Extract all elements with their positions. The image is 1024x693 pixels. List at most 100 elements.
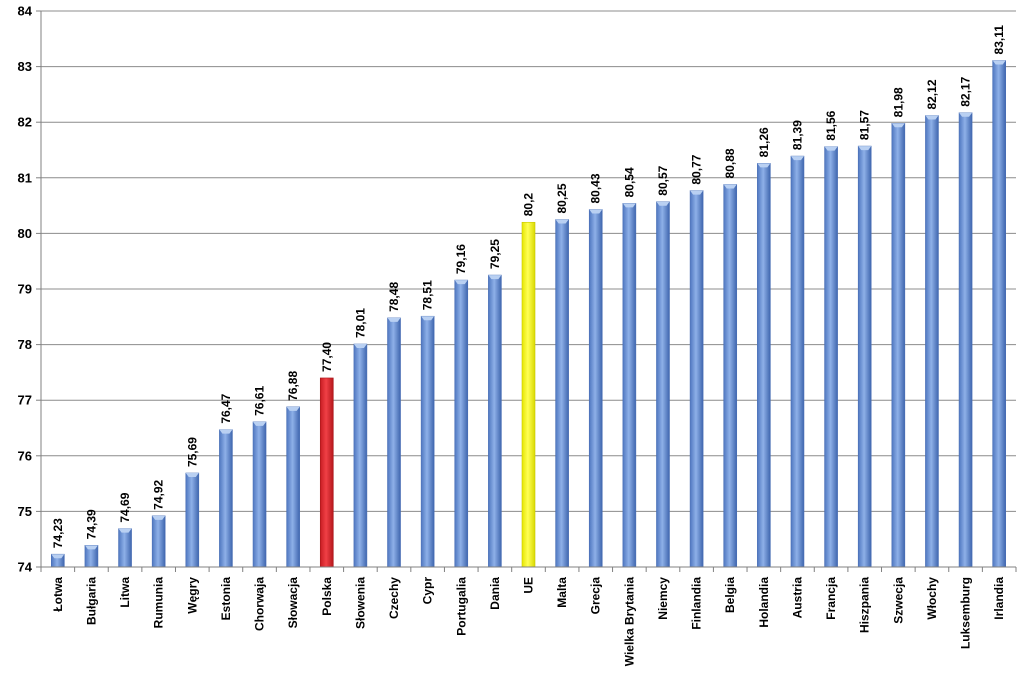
value-label: 79,25 [488, 239, 502, 269]
category-label: Litwa [118, 577, 132, 608]
bar-estonia [219, 429, 233, 568]
category-label: UE [522, 577, 536, 594]
value-label: 81,39 [790, 120, 804, 150]
value-label: 74,23 [51, 518, 65, 548]
value-label: 80,57 [656, 165, 670, 195]
category-label: Cypr [421, 577, 435, 605]
category-label: Wielka Brytania [622, 577, 636, 667]
y-tick-label: 74 [18, 560, 33, 575]
category-label: Szwecja [891, 577, 905, 624]
bar-litwa [118, 528, 132, 568]
bar-cap [185, 473, 199, 478]
value-label: 82,12 [925, 79, 939, 109]
value-label: 76,47 [219, 393, 233, 423]
bar-belgia [723, 184, 738, 568]
bar-cap [421, 316, 435, 321]
bar-irlandia [992, 60, 1006, 568]
bar-hiszpania [857, 145, 872, 568]
category-label: Hiszpania [858, 577, 872, 633]
bar-cap [253, 421, 267, 426]
bar-cap [589, 209, 603, 214]
bar-słowacja [286, 406, 300, 568]
bar-cap [891, 123, 905, 128]
category-label: Estonia [219, 577, 233, 621]
bar-cap [757, 163, 771, 168]
category-label: Holandia [757, 577, 771, 628]
value-label: 81,57 [858, 110, 872, 140]
bar-cap [219, 429, 233, 434]
value-label: 78,51 [421, 280, 435, 310]
bar-szwecja [891, 123, 906, 568]
category-label: Rumunia [152, 577, 166, 629]
value-label: 74,39 [84, 509, 98, 539]
value-label: 81,56 [824, 110, 838, 140]
category-label: Czechy [387, 577, 401, 619]
value-label: 76,61 [253, 386, 267, 416]
category-label: Słowenia [353, 577, 367, 629]
y-tick-label: 75 [18, 504, 32, 519]
bar-cap [690, 190, 704, 195]
category-label: Portugalia [454, 577, 468, 636]
category-label: Bułgaria [84, 577, 98, 625]
value-label: 75,69 [185, 437, 199, 467]
x-axis: Łotwa Bułgaria Litwa Rumunia Węgry Estonia Cho… [40, 566, 1017, 667]
value-label: 80,77 [690, 154, 704, 184]
value-label: 74,92 [152, 479, 166, 509]
bar-cap [824, 146, 838, 151]
bar-portugalia [454, 279, 469, 568]
category-label: Słowacja [286, 577, 300, 629]
bar-dania [488, 274, 502, 568]
category-label: Grecja [589, 577, 603, 615]
bar-niemcy [656, 201, 670, 568]
y-tick-label: 76 [18, 448, 32, 463]
value-label: 82,17 [959, 76, 973, 106]
category-label: Austria [790, 577, 804, 619]
bar-austria [790, 155, 805, 568]
y-tick-label: 79 [18, 282, 32, 297]
bar-cap [152, 515, 166, 520]
bar-polska [319, 377, 334, 568]
bar-cap [790, 156, 804, 161]
bar-cap [858, 146, 872, 151]
y-tick-label: 84 [18, 4, 33, 19]
bar-holandia [757, 163, 771, 568]
bar-cap [454, 280, 468, 285]
value-label: 78,48 [387, 282, 401, 312]
value-label: 81,98 [891, 87, 905, 117]
category-label: Dania [488, 577, 502, 610]
bar-ue [521, 221, 536, 568]
category-label: Chorwaja [253, 577, 267, 631]
value-label: 80,25 [555, 183, 569, 213]
value-label: 78,01 [353, 308, 367, 338]
y-tick-label: 78 [18, 337, 32, 352]
value-label: 80,43 [589, 173, 603, 203]
category-label: Francja [824, 577, 838, 620]
bar-węgry [185, 472, 200, 568]
value-label: 80,2 [522, 193, 536, 217]
y-tick-label: 82 [18, 115, 32, 130]
y-tick-label: 83 [18, 59, 32, 74]
bar-cap [286, 406, 300, 411]
bar-cap [723, 184, 737, 189]
y-tick-label: 77 [18, 393, 32, 408]
bar-cap [51, 554, 65, 559]
bar-francja [824, 146, 838, 568]
bars: 74,23 74,39 74,69 74,92 75,69 76,47 76,61 76,88… [51, 25, 1006, 568]
bar-cap [992, 60, 1006, 65]
bar-grecja [588, 209, 603, 568]
bar-cypr [420, 315, 435, 568]
bar-luksemburg [958, 112, 973, 568]
value-label: 83,11 [992, 25, 1006, 55]
bar-cap [118, 528, 132, 533]
value-label: 74,69 [118, 492, 132, 522]
y-tick-label: 81 [18, 170, 32, 185]
bar-cap [622, 203, 636, 208]
bar-cap [925, 115, 939, 120]
y-tick-label: 80 [18, 226, 32, 241]
value-label: 80,54 [622, 167, 636, 197]
bar-cap [656, 201, 670, 206]
category-label: Luksemburg [959, 577, 973, 649]
category-label: Niemcy [656, 577, 670, 620]
bar-słowenia [353, 343, 368, 568]
